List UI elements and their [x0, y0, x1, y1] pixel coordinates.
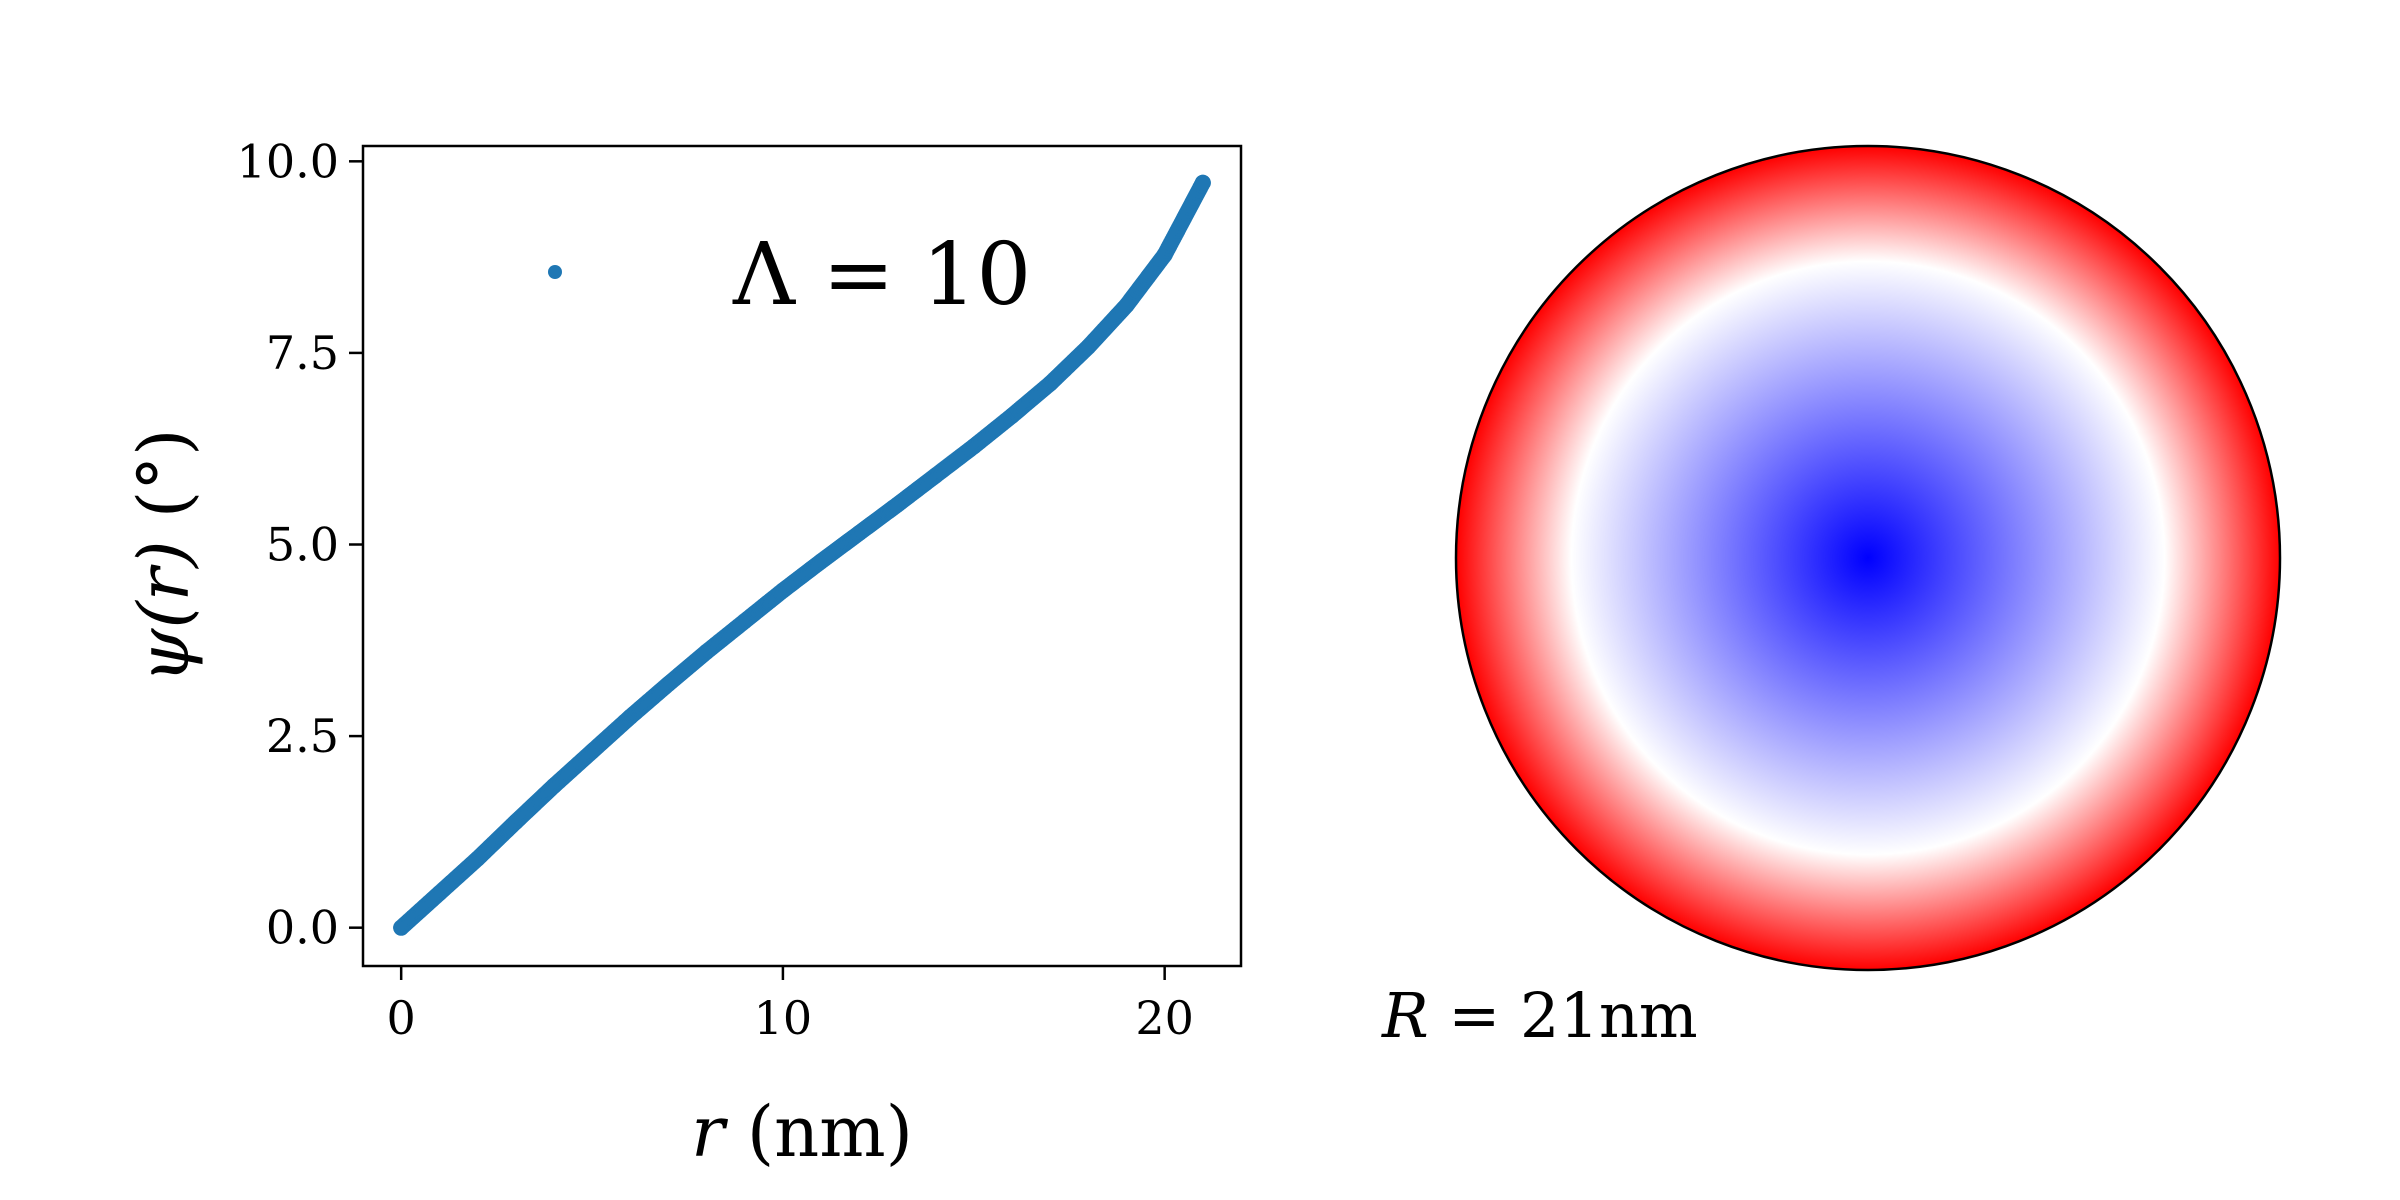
y-axis-unit: (°) — [123, 429, 205, 541]
y-tick-label: 0.0 — [266, 901, 339, 955]
radius-var: R — [1381, 979, 1429, 1052]
scatter-panel: 0 10 20 0.0 2.5 5.0 7.5 10.0 Λ = 10 r (nm) ψ(r… — [123, 134, 1243, 1173]
x-axis-var: r — [691, 1091, 728, 1173]
x-tick-label: 20 — [1135, 991, 1194, 1045]
y-axis-fn: ψ — [123, 627, 205, 683]
y-tick-label: 2.5 — [266, 709, 339, 763]
y-axis-ticks: 0.0 2.5 5.0 7.5 10.0 — [237, 134, 363, 955]
y-axis-label: ψ(r) (°) — [123, 429, 205, 684]
scatter-mark — [1194, 174, 1211, 191]
legend: Λ = 10 — [548, 225, 1031, 325]
disk-panel: R = 21nm — [1381, 144, 2282, 1052]
disk-heatmap — [1454, 144, 2282, 972]
x-axis-unit: (nm) — [725, 1091, 913, 1173]
legend-marker — [548, 265, 562, 279]
x-axis-label: r (nm) — [691, 1091, 913, 1173]
plot-frame — [361, 144, 1243, 968]
x-tick-label: 0 — [387, 991, 416, 1045]
y-tick-label: 5.0 — [266, 518, 339, 572]
scatter-series — [393, 174, 1211, 936]
y-axis-arg: (r) — [123, 540, 205, 628]
x-tick-label: 10 — [754, 991, 813, 1045]
y-tick-label: 7.5 — [266, 326, 339, 380]
legend-value: = 10 — [795, 225, 1031, 325]
legend-label: Λ = 10 — [732, 225, 1031, 325]
y-tick-label: 10.0 — [237, 134, 339, 188]
x-axis-ticks: 0 10 20 — [387, 966, 1194, 1045]
radius-label: R = 21nm — [1381, 979, 1698, 1052]
radius-value: = 21nm — [1429, 979, 1698, 1052]
legend-symbol: Λ — [732, 225, 796, 325]
